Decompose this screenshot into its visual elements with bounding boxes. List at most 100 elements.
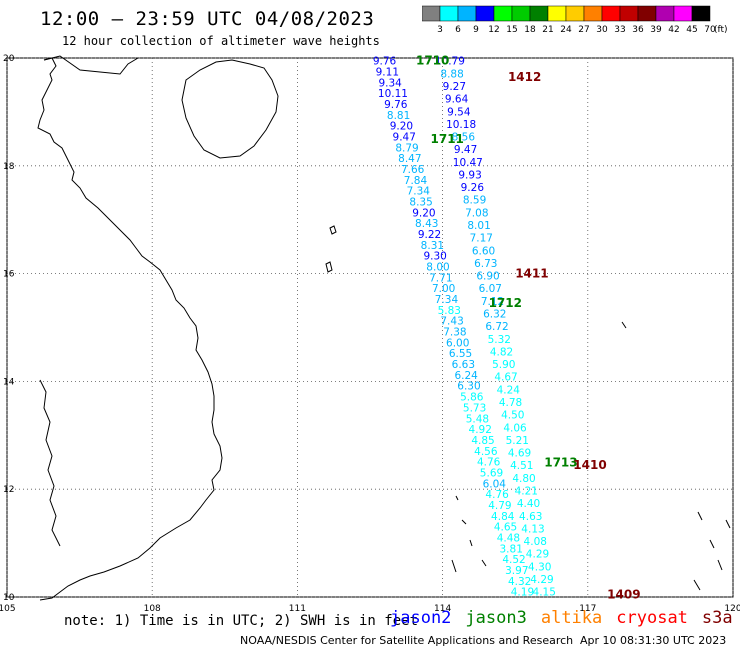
- latitude-tick-label: 16: [3, 270, 15, 280]
- wave-height-value: 4.50: [501, 410, 524, 422]
- wave-height-value: 4.19: [511, 587, 534, 599]
- wave-height-value: 7.34: [407, 186, 431, 198]
- footer-organization: NOAA/NESDIS Center for Satellite Applica…: [240, 634, 574, 647]
- longitude-tick-label: 120: [724, 604, 740, 614]
- cambodia-coast: [39, 379, 61, 547]
- colorbar-tick-label: 21: [542, 25, 553, 35]
- latitude-tick-label: 12: [3, 485, 14, 495]
- wave-height-value: 4.32: [508, 576, 531, 588]
- wave-height-value: 7.34: [435, 294, 459, 306]
- wave-height-value: 5.32: [488, 334, 511, 346]
- pass-number-label: 1410: [573, 458, 606, 472]
- wave-height-value: 4.15: [533, 587, 556, 599]
- wave-height-value: 4.56: [474, 446, 498, 458]
- footnote: note: 1) Time is in UTC; 2) SWH is in fe…: [64, 613, 419, 629]
- wave-height-value: 5.69: [480, 467, 503, 479]
- wave-height-value: 4.82: [490, 346, 513, 358]
- wave-height-value: 9.30: [423, 251, 446, 263]
- wave-height-value: 6.32: [483, 309, 506, 321]
- wave-height-value: 8.00: [426, 262, 449, 274]
- pass-number-label: 1411: [515, 267, 548, 281]
- colorbar-tick-label: 33: [614, 25, 625, 35]
- colorbar-tick-label: 36: [632, 25, 644, 35]
- wave-height-value: 9.76: [373, 56, 397, 68]
- longitude-tick-label: 117: [579, 604, 596, 614]
- wave-height-value: 8.56: [452, 132, 476, 144]
- map-frame: [6, 57, 734, 598]
- wave-height-value: 4.67: [494, 372, 517, 384]
- colorbar-tick-label: 15: [506, 25, 517, 35]
- wave-height-value: 4.40: [517, 498, 540, 510]
- wave-height-value: 7.12: [481, 296, 504, 308]
- wave-height-value: 6.63: [452, 359, 475, 371]
- legend-item-altika: altika: [540, 608, 603, 628]
- wave-height-value: 6.24: [454, 370, 478, 382]
- wave-height-value: 4.29: [530, 574, 553, 586]
- latitude-tick-label: 18: [3, 162, 15, 172]
- pass-labels: 1710 1711 1712 1713 1412 1411 1410 1409: [416, 54, 641, 602]
- wave-height-value: 10.18: [446, 119, 476, 131]
- page-subtitle: 12 hour collection of altimeter wave hei…: [62, 34, 380, 48]
- legend-item-s3a: s3a: [701, 608, 733, 628]
- wave-height-value: 7.66: [401, 164, 425, 176]
- wave-height-value: 4.08: [524, 536, 547, 548]
- vietnam-coastline: [37, 57, 223, 601]
- legend-item-jason2: jason2: [390, 608, 452, 628]
- pass-number-label: 1710: [416, 54, 449, 68]
- pass-number-label: 1713: [544, 455, 577, 469]
- wave-height-value: 9.34: [378, 77, 402, 89]
- wave-height-value: 8.81: [387, 110, 410, 122]
- latitude-tick-label: 10: [3, 593, 15, 603]
- page-title: 12:00 – 23:59 UTC 04/08/2023: [40, 8, 375, 30]
- wave-height-value: 4.76: [485, 489, 509, 501]
- wave-height-value: 7.71: [429, 272, 452, 284]
- wave-height-value: 8.43: [415, 218, 438, 230]
- wave-height-value: 7.84: [404, 175, 428, 187]
- wave-height-value: 8.79: [395, 142, 418, 154]
- wave-height-value: 4.52: [502, 554, 525, 566]
- wave-height-value: 4.84: [491, 511, 515, 523]
- satellite-legend: jason2 jason3 altika cryosat s3a: [390, 608, 740, 628]
- wave-height-value: 9.26: [461, 182, 485, 194]
- wave-height-value: 7.00: [432, 283, 455, 295]
- longitude-tick-label: 114: [434, 604, 451, 614]
- latitude-tick-label: 14: [3, 377, 15, 387]
- wave-height-value: 4.80: [512, 473, 535, 485]
- wave-height-value: 5.83: [438, 305, 461, 317]
- latitude-tick-label: 20: [3, 54, 15, 64]
- wave-height-value: 7.38: [443, 327, 466, 339]
- wave-height-value: 6.60: [472, 245, 495, 257]
- wave-height-value: 9.11: [376, 67, 399, 79]
- wave-height-value: 10.11: [378, 88, 408, 100]
- wave-height-value: 5.21: [506, 435, 529, 447]
- legend-item-jason3: jason3: [465, 608, 527, 628]
- wave-height-value: 6.72: [485, 321, 508, 333]
- wave-height-value: 4.79: [488, 500, 511, 512]
- wave-height-value: 5.73: [463, 402, 486, 414]
- lat-lon-grid: [6, 57, 734, 598]
- wave-height-value: 9.20: [412, 207, 435, 219]
- wave-height-value: 6.07: [479, 283, 502, 295]
- colorbar-tick-label: 42: [668, 25, 679, 35]
- wave-height-value: 6.55: [449, 348, 472, 360]
- colorbar-tick-label: 30: [596, 25, 608, 35]
- gulf-coast-north: [43, 55, 139, 75]
- hainan-island: [181, 59, 279, 159]
- pass-number-label: 1711: [431, 132, 464, 146]
- wave-height-value: 5.86: [460, 392, 484, 404]
- wave-height-value: 4.78: [499, 397, 522, 409]
- wave-height-value: 9.27: [443, 81, 466, 93]
- colorbar-tick-label: 12: [488, 25, 499, 35]
- colorbar-tick-label: 6: [455, 25, 461, 35]
- wave-height-value: 6.04: [483, 478, 507, 490]
- wave-height-value: 6.90: [476, 271, 499, 283]
- wave-height-value: 7.43: [440, 316, 463, 328]
- wave-height-value: 4.63: [519, 511, 542, 523]
- wave-height-value: 7.17: [470, 233, 493, 245]
- colorbar-tick-label: 70: [704, 25, 716, 35]
- wave-height-value: 10.79: [435, 56, 465, 68]
- colorbar-tick-label: 18: [524, 25, 536, 35]
- wave-tracks: 9.769.119.3410.119.768.819.209.478.798.4…: [373, 56, 556, 599]
- wave-height-value: 8.47: [398, 153, 421, 165]
